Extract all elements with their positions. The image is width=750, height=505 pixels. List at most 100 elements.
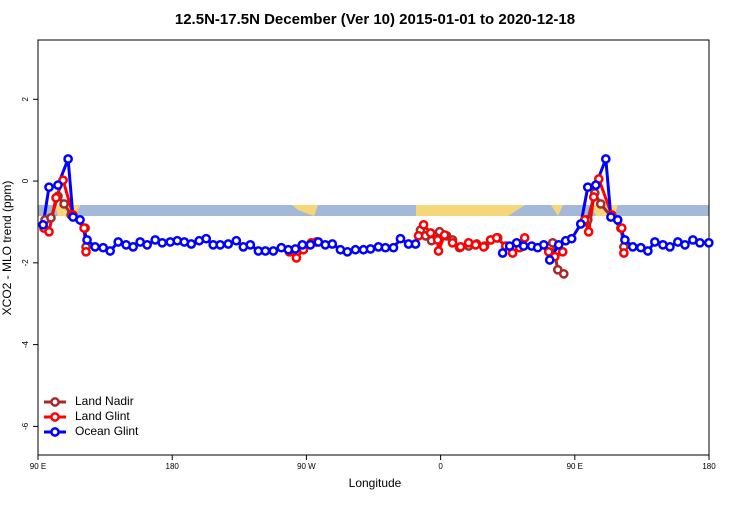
data-point bbox=[595, 199, 606, 209]
data-point bbox=[395, 233, 406, 244]
data-point bbox=[128, 242, 138, 252]
legend-label: Ocean Glint bbox=[75, 424, 139, 438]
data-point bbox=[75, 215, 85, 225]
ocean-band bbox=[38, 205, 709, 216]
data-point bbox=[695, 237, 705, 248]
land-patch bbox=[292, 205, 318, 216]
legend-marker bbox=[50, 427, 60, 437]
data-point bbox=[231, 235, 242, 246]
land-patch bbox=[551, 205, 563, 216]
y-tick-label: 0 bbox=[21, 178, 30, 183]
data-point bbox=[665, 242, 675, 252]
data-point bbox=[439, 230, 450, 240]
data-point bbox=[142, 239, 152, 250]
data-point bbox=[425, 228, 436, 238]
chart-title: 12.5N-17.5N December (Ver 10) 2015-01-01… bbox=[175, 11, 575, 28]
data-point bbox=[491, 233, 502, 243]
data-point bbox=[410, 239, 421, 249]
data-point bbox=[418, 219, 429, 230]
legend-label: Land Glint bbox=[75, 409, 130, 423]
data-point bbox=[518, 241, 529, 251]
data-point bbox=[433, 246, 444, 256]
data-point bbox=[583, 226, 594, 237]
legend-label: Land Nadir bbox=[75, 394, 134, 408]
data-point bbox=[478, 242, 489, 252]
data-point bbox=[380, 242, 391, 253]
data-point bbox=[600, 154, 611, 164]
data-point bbox=[650, 237, 660, 247]
data-point bbox=[82, 235, 92, 245]
data-point bbox=[519, 233, 530, 243]
y-tick-label: -6 bbox=[21, 422, 30, 430]
data-point bbox=[538, 239, 549, 250]
data-point bbox=[59, 199, 69, 209]
data-point bbox=[305, 239, 316, 250]
data-point bbox=[44, 182, 54, 193]
data-point bbox=[432, 235, 443, 245]
x-axis-label: Longitude bbox=[349, 476, 402, 490]
data-point bbox=[38, 219, 48, 230]
data-point bbox=[327, 239, 338, 249]
data-point bbox=[46, 213, 56, 223]
data-point bbox=[643, 246, 653, 256]
data-point bbox=[186, 239, 197, 249]
data-point bbox=[365, 244, 376, 254]
data-point bbox=[627, 242, 638, 252]
data-point bbox=[553, 239, 564, 250]
data-point bbox=[558, 269, 569, 279]
data-point bbox=[680, 239, 690, 250]
data-point bbox=[268, 246, 279, 256]
x-tick-label: 0 bbox=[438, 462, 443, 471]
y-tick-label: 2 bbox=[21, 97, 30, 102]
data-point bbox=[575, 219, 586, 229]
data-point bbox=[350, 244, 361, 255]
data-point bbox=[51, 192, 61, 203]
data-point bbox=[342, 246, 353, 257]
data-point bbox=[582, 182, 593, 193]
data-point bbox=[704, 237, 714, 248]
data-point bbox=[619, 248, 629, 258]
data-point bbox=[497, 248, 508, 258]
data-point bbox=[455, 242, 466, 252]
y-axis-label: XCO2 - MLO trend (ppm) bbox=[0, 181, 14, 316]
data-point bbox=[44, 226, 54, 237]
data-point bbox=[79, 223, 89, 233]
data-point bbox=[90, 242, 100, 252]
y-tick-label: -4 bbox=[21, 341, 30, 349]
data-point bbox=[157, 237, 168, 248]
y-tick-label: -2 bbox=[21, 259, 30, 267]
x-tick-label: 90 E bbox=[30, 462, 46, 471]
data-point bbox=[63, 154, 73, 164]
data-point bbox=[590, 180, 601, 190]
data-point bbox=[588, 192, 599, 202]
data-point bbox=[620, 235, 630, 245]
data-point bbox=[223, 239, 234, 249]
data-point bbox=[413, 230, 424, 241]
x-tick-label: 180 bbox=[702, 462, 716, 471]
legend-marker bbox=[50, 412, 60, 422]
data-point bbox=[616, 223, 627, 233]
data-point bbox=[566, 233, 577, 244]
data-point bbox=[297, 239, 308, 250]
data-point bbox=[544, 255, 555, 265]
data-point bbox=[470, 239, 481, 250]
data-point bbox=[291, 253, 302, 263]
legend-marker bbox=[50, 397, 60, 407]
data-point bbox=[201, 233, 212, 244]
x-tick-label: 90 W bbox=[297, 462, 316, 471]
data-point bbox=[612, 215, 623, 225]
data-point bbox=[105, 246, 116, 256]
data-point bbox=[388, 242, 399, 253]
data-point bbox=[53, 180, 63, 190]
land-patch bbox=[416, 205, 525, 216]
x-tick-label: 90 E bbox=[567, 462, 583, 471]
data-point bbox=[81, 246, 91, 257]
x-tick-label: 180 bbox=[166, 462, 180, 471]
data-point bbox=[447, 237, 458, 248]
data-point bbox=[245, 239, 256, 250]
data-point bbox=[113, 237, 124, 247]
data-point bbox=[215, 239, 226, 250]
data-point bbox=[557, 246, 568, 257]
data-point bbox=[260, 246, 271, 256]
